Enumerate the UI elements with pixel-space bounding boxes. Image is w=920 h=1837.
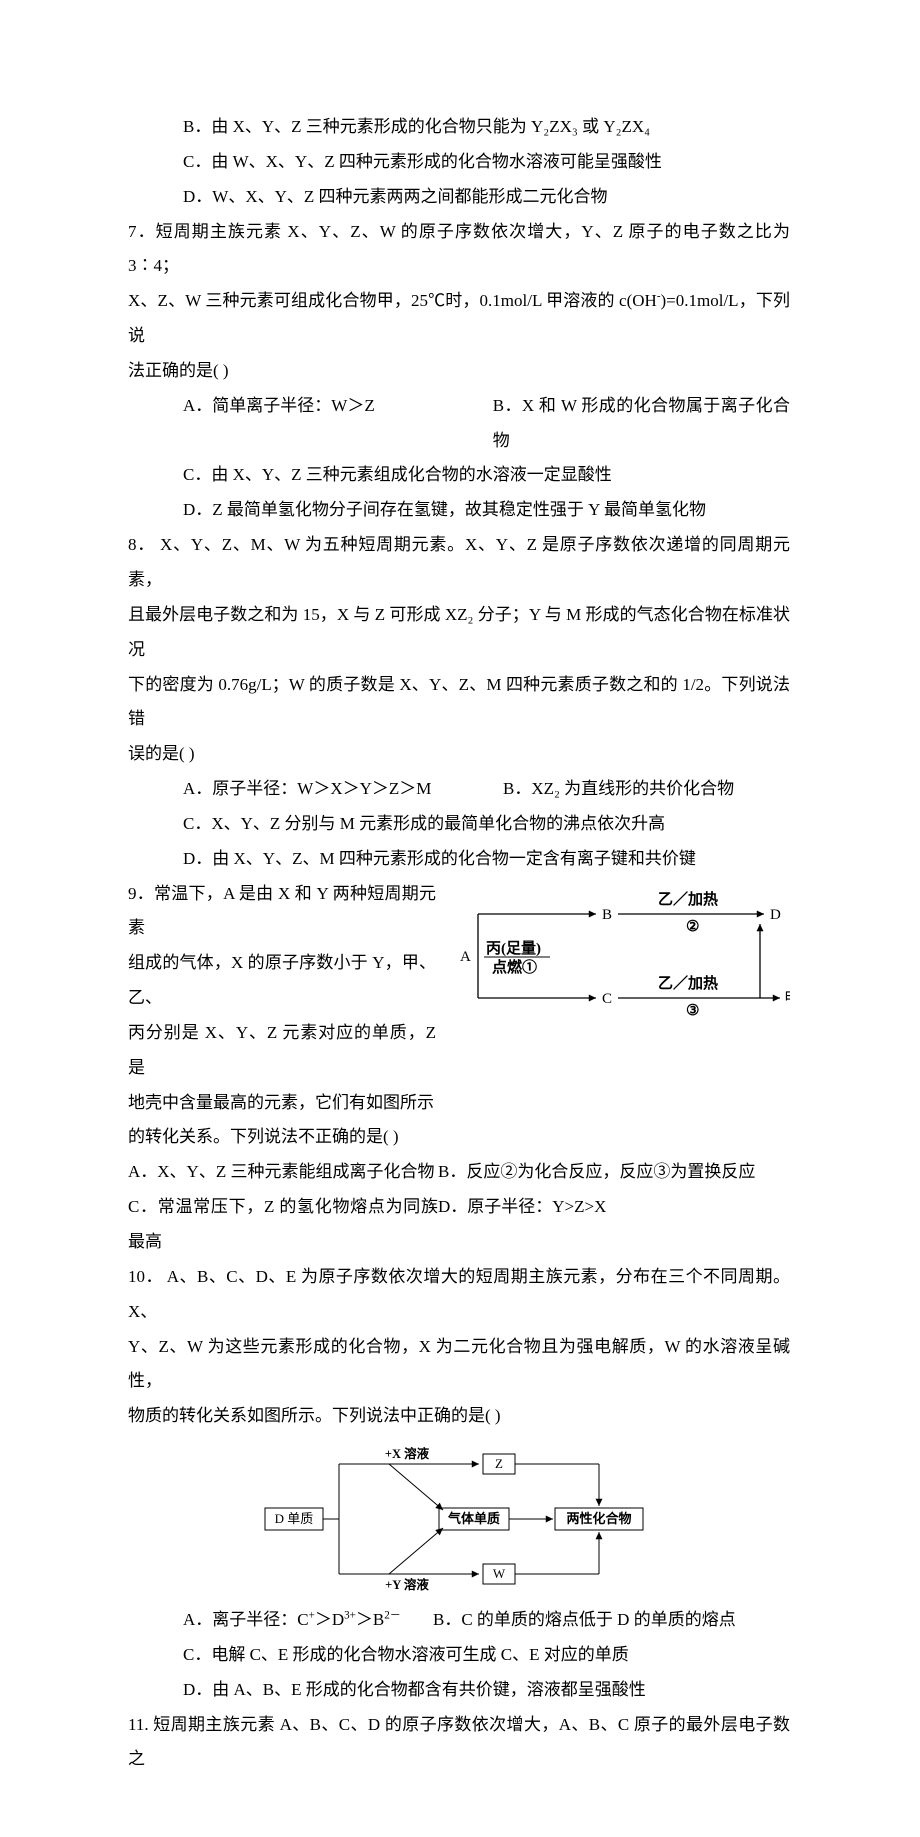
svg-text:乙／加热: 乙／加热 [658, 974, 718, 992]
q10-stem-3: 物质的转化关系如图所示。下列说法中正确的是( ) [128, 1399, 790, 1434]
svg-text:②: ② [686, 919, 699, 935]
q9-stem-2: 组成的气体，X 的原子序数小于 Y，甲、乙、 [128, 946, 436, 1016]
q10-diagram-wrapper: D 单质 +X 溶液 +Y 溶液 Z W 气体单质 两性化合物 [128, 1442, 790, 1597]
q8-opt-C: C．X、Y、Z 分别与 M 元素形成的最简单化合物的沸点依次升高 [128, 807, 790, 842]
q8-stem-3: 下的密度为 0.76g/L；W 的质子数是 X、Y、Z、M 四种元素质子数之和的… [128, 668, 790, 738]
q8-stem-1: 8． X、Y、Z、M、W 为五种短周期元素。X、Y、Z 是原子序数依次递增的同周… [128, 528, 790, 598]
svg-text:气体单质: 气体单质 [448, 1511, 500, 1526]
q8-opt-A: A．原子半径：W＞X＞Y＞Z＞M [183, 772, 503, 807]
q10-A-mid2: ＞B [356, 1610, 384, 1629]
svg-text:丙(足量): 丙(足量) [486, 940, 541, 957]
q6-opt-D: D．W、X、Y、Z 四种元素两两之间都能形成二元化合物 [128, 180, 790, 215]
svg-text:甲: 甲 [784, 991, 790, 1007]
q7-stem-2-pre: X、Z、W 三种元素可组成化合物甲，25℃时，0.1mol/L 甲溶液的 c(O… [128, 291, 657, 310]
q9-opt-B: B．反应②为化合反应，反应③为置换反应 [438, 1155, 755, 1190]
svg-text:点燃①: 点燃① [492, 958, 537, 976]
q10-stem-2: Y、Z、W 为这些元素形成的化合物，X 为二元化合物且为强电解质，W 的水溶液呈… [128, 1330, 790, 1400]
svg-text:+Y 溶液: +Y 溶液 [385, 1577, 429, 1592]
svg-text:+X 溶液: +X 溶液 [385, 1446, 430, 1461]
q7-stem-2: X、Z、W 三种元素可组成化合物甲，25℃时，0.1mol/L 甲溶液的 c(O… [128, 284, 790, 354]
q8-stem-4: 误的是( ) [128, 737, 790, 772]
svg-text:W: W [493, 1566, 506, 1581]
q7-stem-3: 法正确的是( ) [128, 354, 790, 389]
svg-text:C: C [602, 991, 612, 1007]
q9-block: 9．常温下，A 是由 X 和 Y 两种短周期元素 组成的气体，X 的原子序数小于… [128, 877, 790, 1156]
q9-stem-5: 的转化关系。下列说法不正确的是( ) [128, 1120, 436, 1155]
svg-text:B: B [602, 907, 612, 923]
q9-stem-1: 9．常温下，A 是由 X 和 Y 两种短周期元素 [128, 877, 436, 947]
q6-opt-C: C．由 W、X、Y、Z 四种元素形成的化合物水溶液可能呈强酸性 [128, 145, 790, 180]
q8-opt-B: B．XZ₂ 为直线形的共价化合物 [503, 772, 734, 807]
svg-text:乙／加热: 乙／加热 [658, 890, 718, 908]
q9-opt-C: C．常温常压下，Z 的氢化物熔点为同族最高 [128, 1190, 438, 1260]
q8-opt-D: D．由 X、Y、Z、M 四种元素形成的化合物一定含有离子键和共价键 [128, 842, 790, 877]
svg-text:A: A [460, 949, 471, 965]
q10-A-pre: A．离子半径：C [183, 1610, 309, 1629]
q7-opt-D: D．Z 最简单氢化物分子间存在氢键，故其稳定性强于 Y 最简单氢化物 [128, 493, 790, 528]
q7-stem-1: 7．短周期主族元素 X、Y、Z、W 的原子序数依次增大，Y、Z 原子的电子数之比… [128, 215, 790, 285]
q9-opt-D: D．原子半径：Y>Z>X [438, 1190, 606, 1260]
q10-opt-B: B．C 的单质的熔点低于 D 的单质的熔点 [433, 1603, 736, 1638]
svg-text:D: D [770, 907, 781, 923]
q10-stem-1: 10． A、B、C、D、E 为原子序数依次增大的短周期主族元素，分布在三个不同周… [128, 1260, 790, 1330]
q10-opt-A: A．离子半径：C+＞D3+＞B2－ [183, 1603, 433, 1638]
q8-stem-2: 且最外层电子数之和为 15，X 与 Z 可形成 XZ₂ 分子；Y 与 M 形成的… [128, 598, 790, 668]
q10-opt-D: D．由 A、B、E 形成的化合物都含有共价键，溶液都呈强酸性 [128, 1673, 790, 1708]
q9-diagram: A 丙(足量)点燃① B C 乙／加热 ② D 甲 乙／加热 ③ [450, 881, 790, 1034]
svg-text:D 单质: D 单质 [275, 1511, 314, 1526]
q10-diagram: D 单质 +X 溶液 +Y 溶液 Z W 气体单质 两性化合物 [239, 1442, 679, 1597]
q10-A-mid: ＞D [315, 1610, 344, 1629]
svg-text:③: ③ [686, 1003, 699, 1019]
q9-stem-3: 丙分别是 X、Y、Z 元素对应的单质，Z 是 [128, 1016, 436, 1086]
q6-opt-B: B．由 X、Y、Z 三种元素形成的化合物只能为 Y₂ZX₃ 或 Y₂ZX₄ [128, 110, 790, 145]
q9-opt-A: A．X、Y、Z 三种元素能组成离子化合物 [128, 1155, 438, 1190]
q7-opt-B: B．X 和 W 形成的化合物属于离子化合物 [493, 389, 790, 459]
q7-opt-C: C．由 X、Y、Z 三种元素组成化合物的水溶液一定显酸性 [128, 458, 790, 493]
svg-text:Z: Z [495, 1456, 503, 1471]
q11-stem: 11. 短周期主族元素 A、B、C、D 的原子序数依次增大，A、B、C 原子的最… [128, 1708, 790, 1778]
q7-opt-A: A．简单离子半径：W＞Z [183, 389, 493, 459]
q10-A-sup3: 2－ [384, 1609, 401, 1621]
q10-opt-C: C．电解 C、E 形成的化合物水溶液可生成 C、E 对应的单质 [128, 1638, 790, 1673]
svg-text:两性化合物: 两性化合物 [566, 1511, 631, 1526]
q9-stem-4: 地壳中含量最高的元素，它们有如图所示 [128, 1086, 436, 1121]
